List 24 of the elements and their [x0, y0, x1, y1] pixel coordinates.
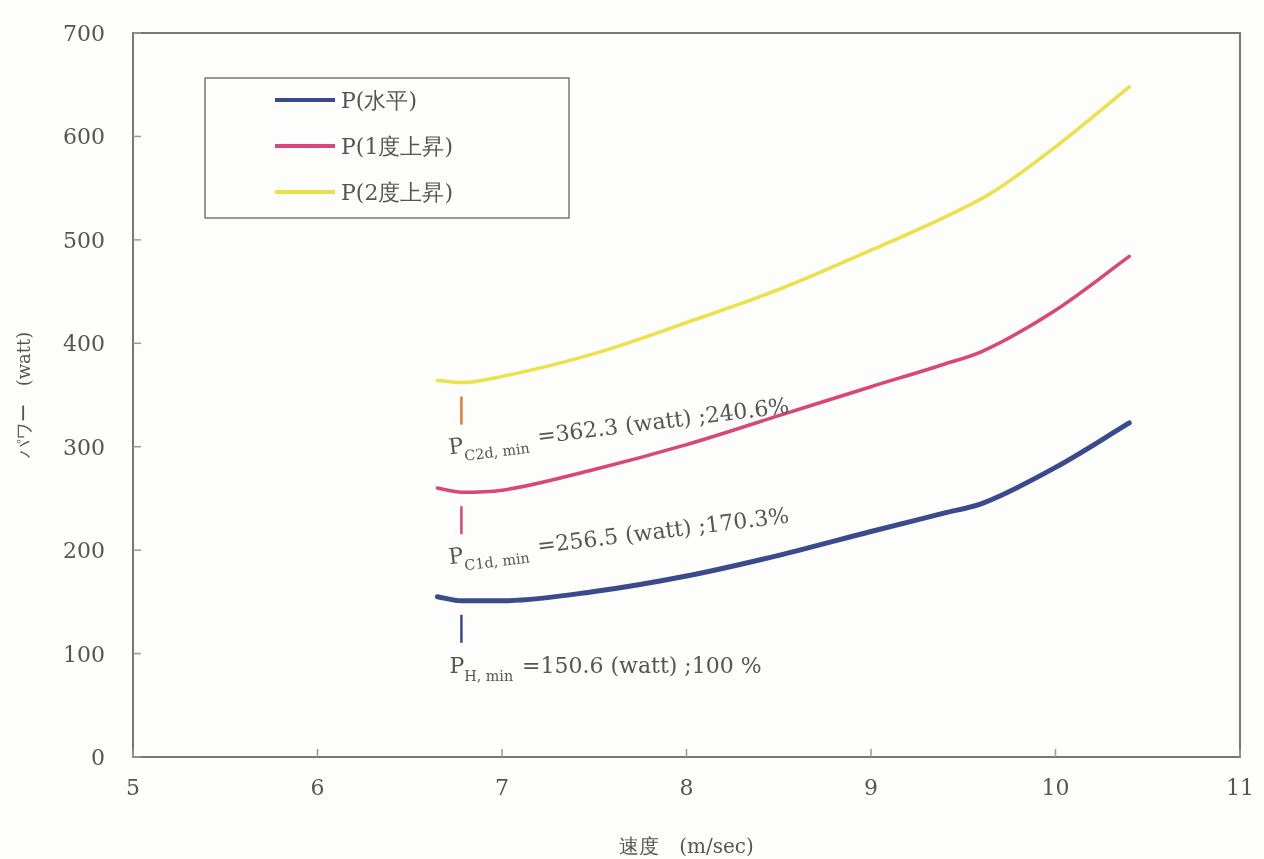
annotation: P$_{C1d, min}$ =256.5 (watt) ;170.3%	[446, 502, 791, 574]
y-tick-label: 500	[63, 227, 105, 253]
x-tick-label: 10	[1041, 775, 1070, 800]
x-tick-label: 8	[679, 775, 694, 800]
legend-label: P(2度上昇)	[341, 180, 453, 205]
annotation: P$_{H, min}$ =150.6 (watt) ;100 %	[449, 652, 762, 684]
y-tick-label: 0	[91, 745, 105, 770]
annotation: P$_{C2d, min}$ =362.3 (watt) ;240.6%	[446, 392, 791, 464]
legend-label: P(1度上昇)	[341, 134, 453, 159]
y-tick-label: 600	[63, 124, 105, 150]
x-tick-label: 11	[1226, 775, 1254, 800]
x-tick-label: 6	[310, 775, 325, 800]
x-axis-title: 速度 (m/sec)	[619, 834, 754, 858]
x-tick-label: 5	[126, 775, 140, 800]
y-axis-title: パワー (watt)	[13, 331, 34, 460]
y-tick-label: 200	[63, 538, 105, 564]
x-tick-label: 9	[864, 775, 878, 800]
x-tick-label: 7	[495, 775, 509, 800]
y-tick-label: 100	[63, 641, 105, 667]
y-tick-label: 300	[63, 434, 105, 460]
y-tick-label: 700	[63, 21, 105, 46]
legend-label: P(水平)	[341, 88, 417, 113]
line-series	[435, 254, 1132, 494]
y-tick-label: 400	[63, 331, 105, 357]
